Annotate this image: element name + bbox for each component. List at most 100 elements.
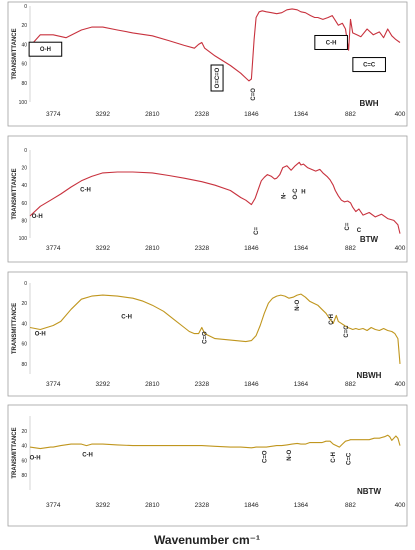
spectrum-line-nbtw [29,434,401,450]
peak-annotation: O-H [35,332,46,338]
x-tick-label: 1846 [244,381,259,388]
annotation-text: N-O [287,449,293,460]
x-tick-label: 2810 [145,502,160,509]
y-tick-label: 0 [24,281,27,287]
sample-label: NBTW [357,487,381,496]
y-tick-label: 20 [21,166,27,172]
x-tick-label: 882 [345,502,356,509]
panels: 0 20 40 60 80 100 TRANSMITTANCE 3774 3292 2810 232… [7,1,408,527]
x-tick-label: 3292 [96,502,111,509]
annotation-text: C= [345,222,351,230]
y-axis-title: TRANSMITTANCE [12,168,18,219]
x-tick-label: 1364 [294,381,309,388]
peak-annotation: C=C [344,325,350,338]
panel-frame [7,1,408,127]
y-tick-label: 80 [21,473,27,479]
panel-frame [7,271,408,397]
annotation-text: O-C [293,188,299,200]
peak-annotation: C-H [329,314,335,325]
peak-annotation: O-H [28,41,63,57]
peak-annotation: N-O [295,299,301,310]
spectrum-line-bwh [29,8,401,82]
x-tick-label: 3292 [96,381,111,388]
annotation-text: N- [281,193,287,199]
x-tick-label: 2810 [145,111,160,118]
y-axis-title: TRANSMITTANCE [12,427,18,478]
annotation-text: C-H [326,40,337,46]
sample-label: NBWH [357,371,382,380]
annotation-text: C-H [331,452,337,463]
peak-annotation: C-H [331,452,337,463]
x-tick-label: 3292 [96,245,111,252]
sample-label: BTW [360,235,379,244]
panel-frame [7,404,408,527]
x-tick-label: 1846 [244,502,259,509]
annotation-text: O-H [32,214,43,220]
annotation-text: N-O [295,299,301,310]
peak-annotation: C-H [121,314,132,320]
peak-annotation: O-C [293,188,299,200]
peak-annotation: H [301,189,305,195]
annotation-text: O-H [35,332,46,338]
annotation-text: H [301,189,305,195]
x-tick-label: 1846 [244,245,259,252]
x-tick-label: 2810 [145,381,160,388]
annotation-text: C=O [251,88,257,101]
peak-annotation: O-H [32,214,43,220]
x-tick-label: 1364 [294,111,309,118]
x-tick-label: 2328 [195,502,210,509]
annotation-text: C [357,228,362,234]
annotation-text: C=C [347,452,353,465]
x-tick-label: 3292 [96,111,111,118]
annotation-text: O-H [30,455,41,461]
y-tick-label: 20 [21,301,27,307]
peak-annotation: C=O [262,450,268,463]
x-axis-title: Wavenumber cm⁻¹ [154,533,260,547]
peak-annotation: C=C [352,57,386,73]
annotation-box [314,34,348,50]
annotation-text: C-H [80,188,91,194]
annotation-text: C= [254,227,260,235]
peak-annotation: C [357,228,362,234]
panel-btw: 0 20 40 60 80 100 TRANSMITTANCE 3774 3292 2810 232… [7,135,408,263]
y-tick-label: 60 [21,62,27,68]
x-tick-label: 2810 [145,245,160,252]
spectrum-line-nbwh [29,293,401,364]
y-tick-label: 60 [21,458,27,464]
x-tick-label: 882 [345,111,356,118]
peak-annotation: C-H [314,34,348,50]
x-tick-label: 882 [345,381,356,388]
x-tick-label: 400 [395,381,406,388]
panel-frame [7,135,408,263]
y-tick-label: 0 [24,148,27,154]
annotation-text: C=C [344,325,350,338]
annotation-text: O=C=O [215,67,221,88]
annotation-text: O-H [40,47,51,53]
y-tick-label: 100 [19,100,28,106]
y-tick-label: 40 [21,321,27,327]
annotation-text: C-H [121,314,132,320]
y-tick-label: 100 [19,236,28,242]
annotation-box [210,64,224,92]
sample-label: BWH [359,99,378,108]
peak-annotation: C=O [251,88,257,101]
annotation-text: C-H [329,314,335,325]
annotation-text: C-H [82,452,93,458]
peak-annotation: C-H [80,188,91,194]
y-axis-title: TRANSMITTANCE [12,28,18,79]
y-tick-label: 20 [21,23,27,29]
x-tick-label: 3774 [46,111,61,118]
x-tick-label: 2328 [195,111,210,118]
peak-annotation: N-O [287,449,293,460]
y-axis-title: TRANSMITTANCE [12,303,18,354]
y-tick-label: 40 [21,183,27,189]
annotation-text: C=O [262,450,268,463]
peak-annotation: C= [345,222,351,230]
x-tick-label: 1364 [294,245,309,252]
y-tick-label: 80 [21,81,27,87]
y-tick-label: 60 [21,342,27,348]
y-tick-label: 40 [21,42,27,48]
x-tick-label: 3774 [46,381,61,388]
